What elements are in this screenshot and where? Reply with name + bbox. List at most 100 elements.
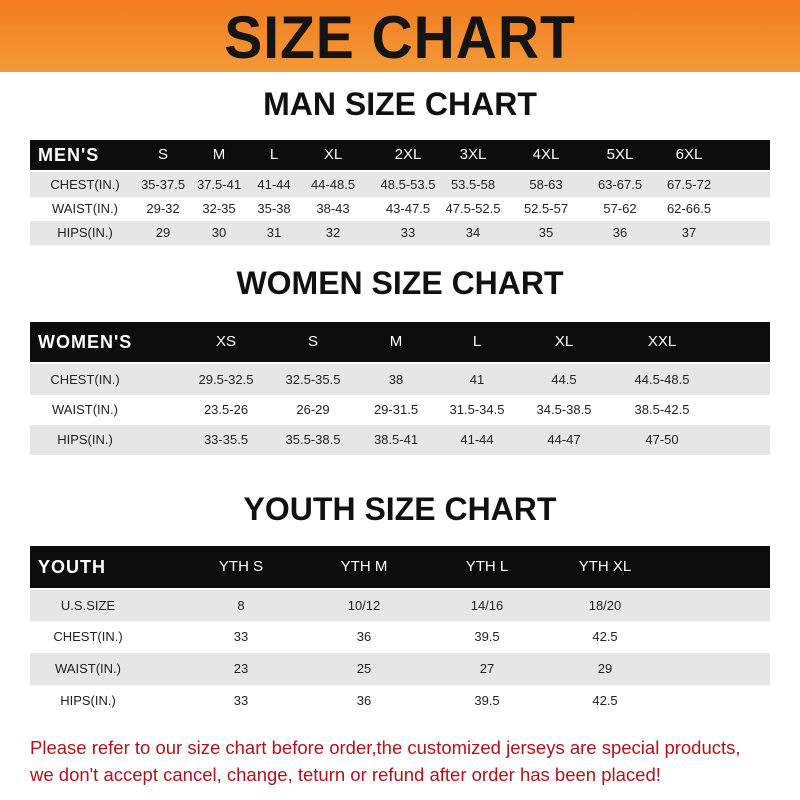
measurement-cell: 41 xyxy=(469,372,485,387)
row-label: WAIST(IN.) xyxy=(55,661,121,676)
size-header: 6XL xyxy=(675,146,703,163)
measurement-cell: 44-48.5 xyxy=(310,177,356,192)
measurement-cell: 32 xyxy=(325,225,341,240)
size-header: S xyxy=(307,333,319,350)
measurement-cell: 18/20 xyxy=(588,598,622,613)
table-header-row: MEN'S S M L XL 2XL 3XL 4XL 5XL 6XL xyxy=(30,140,770,170)
measurement-cell: 36 xyxy=(356,629,372,644)
measurement-cell: 53.5-58 xyxy=(450,177,496,192)
page-title: SIZE CHART xyxy=(224,4,576,71)
men-size-table: MEN'S S M L XL 2XL 3XL 4XL 5XL 6XL CHEST(IN.) 35-37… xyxy=(30,140,770,245)
measurement-cell: 35-37.5 xyxy=(140,177,186,192)
measurement-cell: 41-44 xyxy=(257,177,291,192)
table-row: CHEST(IN.) 33 36 39.5 42.5 xyxy=(30,621,770,653)
table-row: HIPS(IN.) 33-35.5 35.5-38.5 38.5-41 41-44 44-… xyxy=(30,425,770,455)
women-section-title: WOMEN SIZE CHART xyxy=(236,265,564,301)
measurement-cell: 27 xyxy=(479,661,495,676)
table-header-row: WOMEN'S XS S M L XL XXL xyxy=(30,322,770,362)
size-header: 5XL xyxy=(606,146,634,163)
disclaimer-line: we don't accept cancel, change, teturn o… xyxy=(30,764,661,785)
measurement-cell: 36 xyxy=(612,225,628,240)
measurement-cell: 37 xyxy=(681,225,697,240)
measurement-cell: 29.5-32.5 xyxy=(198,372,254,387)
measurement-cell: 38.5-42.5 xyxy=(634,402,690,417)
table-category-label: WOMEN'S xyxy=(38,332,133,352)
measurement-cell: 33 xyxy=(233,629,249,644)
table-row: WAIST(IN.) 23 25 27 29 xyxy=(30,653,770,685)
measurement-cell: 37.5-41 xyxy=(196,177,242,192)
size-header: 3XL xyxy=(459,146,487,163)
row-label: CHEST(IN.) xyxy=(50,372,120,387)
measurement-cell: 35.5-38.5 xyxy=(285,432,341,447)
size-header: XL xyxy=(323,146,343,163)
measurement-cell: 38-43 xyxy=(316,201,350,216)
measurement-cell: 32.5-35.5 xyxy=(285,372,341,387)
size-header: XXL xyxy=(647,333,677,350)
measurement-cell: 29-31.5 xyxy=(373,402,419,417)
measurement-cell: 29 xyxy=(155,225,171,240)
row-label: WAIST(IN.) xyxy=(52,201,118,216)
size-header: YTH M xyxy=(340,558,388,575)
row-label: U.S.SIZE xyxy=(60,598,116,613)
measurement-cell: 29-32 xyxy=(146,201,180,216)
row-label: HIPS(IN.) xyxy=(57,432,113,447)
table-row: WAIST(IN.) 29-32 32-35 35-38 38-43 43-47.5 47.… xyxy=(30,197,770,221)
size-header: YTH XL xyxy=(578,558,632,575)
measurement-cell: 30 xyxy=(211,225,227,240)
measurement-cell: 67.5-72 xyxy=(666,177,712,192)
measurement-cell: 36 xyxy=(356,693,372,708)
measurement-cell: 29 xyxy=(597,661,613,676)
measurement-cell: 31.5-34.5 xyxy=(449,402,505,417)
measurement-cell: 38.5-41 xyxy=(373,432,419,447)
size-header: S xyxy=(157,146,169,163)
disclaimer-line: Please refer to our size chart before or… xyxy=(30,737,741,758)
measurement-cell: 52.5-57 xyxy=(523,201,569,216)
table-row: CHEST(IN.) 35-37.5 37.5-41 41-44 44-48.5 48.5… xyxy=(30,172,770,197)
measurement-cell: 23.5-26 xyxy=(203,402,249,417)
measurement-cell: 35-38 xyxy=(257,201,291,216)
row-label: CHEST(IN.) xyxy=(53,629,123,644)
measurement-cell: 57-62 xyxy=(603,201,637,216)
measurement-cell: 44.5-48.5 xyxy=(634,372,690,387)
table-row: WAIST(IN.) 23.5-26 26-29 29-31.5 31.5-34.5 34… xyxy=(30,395,770,425)
measurement-cell: 34 xyxy=(465,225,481,240)
size-header: XL xyxy=(554,333,574,350)
row-label: HIPS(IN.) xyxy=(57,225,113,240)
measurement-cell: 58-63 xyxy=(529,177,563,192)
measurement-cell: 62-66.5 xyxy=(666,201,712,216)
table-row: U.S.SIZE 8 10/12 14/16 18/20 xyxy=(30,590,770,621)
row-label: CHEST(IN.) xyxy=(50,177,120,192)
size-header: M xyxy=(212,146,226,163)
measurement-cell: 33 xyxy=(233,693,249,708)
measurement-cell: 63-67.5 xyxy=(597,177,643,192)
row-label: HIPS(IN.) xyxy=(60,693,116,708)
row-label: WAIST(IN.) xyxy=(52,402,118,417)
measurement-cell: 34.5-38.5 xyxy=(536,402,592,417)
measurement-cell: 33-35.5 xyxy=(203,432,249,447)
size-header: L xyxy=(472,333,482,350)
measurement-cell: 32-35 xyxy=(202,201,236,216)
measurement-cell: 14/16 xyxy=(470,598,504,613)
title-banner: SIZE CHART xyxy=(0,0,800,72)
measurement-cell: 39.5 xyxy=(474,693,500,708)
table-header-row: YOUTH YTH S YTH M YTH L YTH XL xyxy=(30,546,770,588)
measurement-cell: 31 xyxy=(266,225,282,240)
measurement-cell: 47-50 xyxy=(645,432,679,447)
women-size-table: WOMEN'S XS S M L XL XXL CHEST(IN.) 29.5-32.5 32.5… xyxy=(30,322,770,455)
size-header: L xyxy=(269,146,279,163)
measurement-cell: 41-44 xyxy=(460,432,494,447)
size-header: 4XL xyxy=(532,146,560,163)
measurement-cell: 43-47.5 xyxy=(385,201,431,216)
table-row: HIPS(IN.) 33 36 39.5 42.5 xyxy=(30,685,770,716)
measurement-cell: 42.5 xyxy=(592,629,618,644)
measurement-cell: 42.5 xyxy=(592,693,618,708)
size-header: YTH S xyxy=(218,558,264,575)
measurement-cell: 33 xyxy=(400,225,416,240)
measurement-cell: 44.5 xyxy=(551,372,577,387)
measurement-cell: 35 xyxy=(538,225,554,240)
measurement-cell: 38 xyxy=(388,372,404,387)
size-header: 2XL xyxy=(394,146,422,163)
measurement-cell: 44-47 xyxy=(547,432,581,447)
table-category-label: YOUTH xyxy=(38,557,106,577)
size-header: YTH L xyxy=(465,558,509,575)
